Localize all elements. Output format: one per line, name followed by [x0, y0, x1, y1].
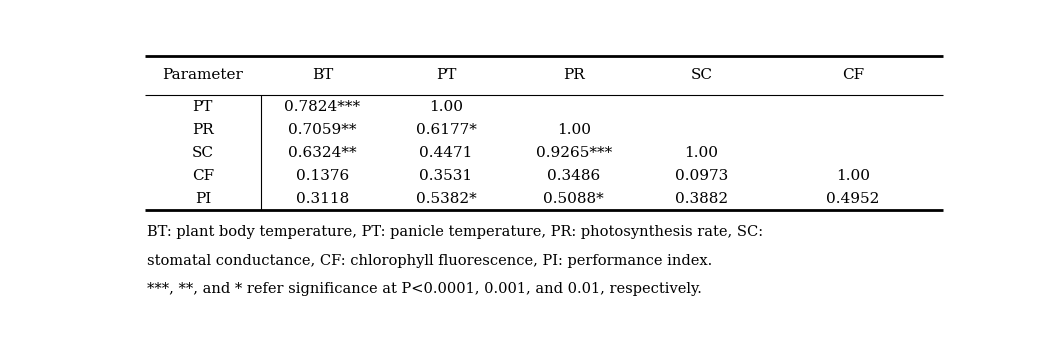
Text: CF: CF [192, 169, 214, 183]
Text: PT: PT [193, 100, 213, 114]
Text: BT: plant body temperature, PT: panicle temperature, PR: photosynthesis rate, SC: BT: plant body temperature, PT: panicle … [146, 225, 763, 239]
Text: 1.00: 1.00 [557, 122, 591, 137]
Text: 0.4952: 0.4952 [827, 192, 880, 206]
Text: 0.4471: 0.4471 [419, 146, 473, 160]
Text: 0.5382*: 0.5382* [416, 192, 476, 206]
Text: 0.0973: 0.0973 [675, 169, 728, 183]
Text: 0.3486: 0.3486 [547, 169, 601, 183]
Text: SC: SC [192, 146, 213, 160]
Text: 0.3882: 0.3882 [675, 192, 728, 206]
Text: 0.7059**: 0.7059** [289, 122, 356, 137]
Text: 1.00: 1.00 [836, 169, 870, 183]
Text: BT: BT [312, 68, 333, 82]
Text: PT: PT [436, 68, 456, 82]
Text: Parameter: Parameter [162, 68, 243, 82]
Text: PR: PR [192, 122, 213, 137]
Text: 1.00: 1.00 [684, 146, 718, 160]
Text: 1.00: 1.00 [429, 100, 463, 114]
Text: 0.7824***: 0.7824*** [284, 100, 361, 114]
Text: 0.1376: 0.1376 [296, 169, 349, 183]
Text: stomatal conductance, CF: chlorophyll fluorescence, PI: performance index.: stomatal conductance, CF: chlorophyll fl… [146, 254, 712, 268]
Text: 0.9265***: 0.9265*** [536, 146, 612, 160]
Text: SC: SC [691, 68, 712, 82]
Text: PI: PI [194, 192, 211, 206]
Text: PR: PR [562, 68, 585, 82]
Text: 0.5088*: 0.5088* [543, 192, 604, 206]
Text: 0.6324**: 0.6324** [289, 146, 356, 160]
Text: ***, **, and * refer significance at P<0.0001, 0.001, and 0.01, respectively.: ***, **, and * refer significance at P<0… [146, 282, 701, 296]
Text: 0.6177*: 0.6177* [416, 122, 476, 137]
Text: 0.3531: 0.3531 [419, 169, 472, 183]
Text: 0.3118: 0.3118 [296, 192, 349, 206]
Text: CF: CF [841, 68, 864, 82]
